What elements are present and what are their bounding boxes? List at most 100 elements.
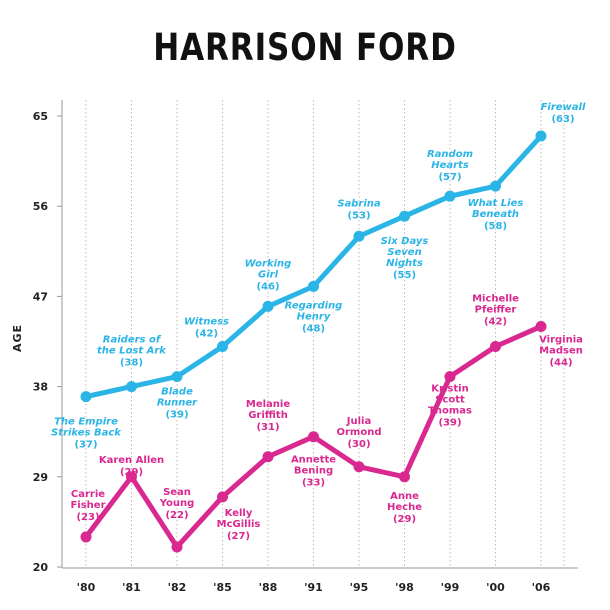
data-point bbox=[353, 461, 365, 473]
data-label: Virginia Madsen (44) bbox=[539, 334, 583, 368]
data-label: Michelle Pfeiffer (42) bbox=[472, 294, 519, 328]
data-label-line: Thomas bbox=[428, 406, 472, 417]
data-point bbox=[353, 230, 365, 242]
data-label-age: (30) bbox=[347, 439, 370, 450]
data-label-line: Kelly bbox=[225, 508, 253, 519]
data-label: Witness (42) bbox=[184, 317, 229, 340]
data-label: Regarding Henry (48) bbox=[285, 300, 343, 334]
data-point bbox=[399, 471, 410, 483]
data-label-line: Working bbox=[245, 258, 292, 269]
data-label-age: (37) bbox=[74, 440, 97, 451]
data-point bbox=[490, 180, 501, 192]
x-tick-label: '85 bbox=[213, 581, 232, 594]
x-tick-label: '88 bbox=[259, 581, 278, 594]
data-label: The Empire Strikes Back (37) bbox=[51, 417, 122, 451]
data-point bbox=[490, 341, 501, 353]
data-point bbox=[262, 451, 274, 463]
data-label: Random Hearts (57) bbox=[427, 149, 473, 183]
x-tick-label: '80 bbox=[77, 581, 96, 594]
data-label-age: (63) bbox=[551, 114, 574, 125]
data-label: Carrie Fisher (23) bbox=[70, 489, 105, 523]
data-label-age: (39) bbox=[438, 418, 461, 429]
data-label-line: Sean bbox=[163, 487, 191, 498]
data-label-line: Griffith bbox=[248, 410, 288, 421]
data-label-age: (46) bbox=[256, 281, 279, 292]
x-tick-label: '91 bbox=[304, 581, 323, 594]
data-label-line: Sabrina bbox=[337, 198, 381, 209]
data-label-line: Girl bbox=[258, 269, 279, 280]
data-label-line: Bening bbox=[294, 466, 333, 477]
data-point bbox=[80, 391, 92, 403]
data-label-line: Karen Allen bbox=[99, 455, 164, 466]
data-label-line: McGillis bbox=[217, 519, 261, 530]
data-label-line: Nights bbox=[386, 258, 423, 269]
y-tick-label: 29 bbox=[33, 471, 48, 484]
series-blue: The Empire Strikes Back (37) Raiders of the … bbox=[51, 102, 586, 451]
data-label-line: Madsen bbox=[539, 345, 583, 356]
y-tick-label: 56 bbox=[33, 200, 49, 213]
y-tick-label: 20 bbox=[33, 561, 49, 574]
data-point bbox=[444, 371, 456, 383]
data-point bbox=[308, 431, 319, 443]
data-label-age: (27) bbox=[227, 531, 250, 542]
data-label-age: (33) bbox=[302, 478, 325, 489]
data-label: Six Days Seven Nights (55) bbox=[381, 236, 429, 281]
y-tick-label: 65 bbox=[33, 110, 48, 123]
data-point bbox=[171, 541, 183, 553]
x-tick-label: '06 bbox=[532, 581, 551, 594]
data-label-line: Julia bbox=[346, 416, 371, 427]
data-point bbox=[444, 190, 456, 202]
data-label: Kristin Scott Thomas (39) bbox=[428, 384, 472, 429]
grid bbox=[61, 100, 578, 569]
data-label-line: Seven bbox=[387, 247, 421, 258]
data-label-line: Runner bbox=[157, 398, 198, 409]
x-tick-label: '98 bbox=[395, 581, 414, 594]
x-tick-label: '00 bbox=[486, 581, 505, 594]
data-label: Blade Runner (39) bbox=[157, 387, 198, 421]
data-label-line: Blade bbox=[161, 387, 193, 398]
data-point bbox=[535, 130, 547, 142]
data-label-line: What Lies bbox=[468, 198, 524, 209]
data-point bbox=[399, 210, 410, 222]
data-label-line: Fisher bbox=[70, 500, 105, 511]
data-label: Annette Bening (33) bbox=[291, 455, 336, 489]
data-label-age: (39) bbox=[165, 410, 188, 421]
data-label-line: Raiders of bbox=[103, 335, 162, 346]
data-label: What Lies Beneath (58) bbox=[468, 198, 524, 232]
data-label: Melanie Griffith (31) bbox=[246, 399, 290, 433]
data-label: Anne Heche (29) bbox=[387, 491, 422, 525]
data-label-age: (42) bbox=[195, 329, 218, 340]
data-point bbox=[217, 341, 228, 353]
y-tick-label: 47 bbox=[33, 290, 48, 303]
data-label-line: Regarding bbox=[285, 300, 343, 311]
x-tick-label: '82 bbox=[168, 581, 187, 594]
y-tick-label: 38 bbox=[33, 381, 48, 394]
data-label-age: (57) bbox=[438, 172, 461, 183]
data-label-age: (44) bbox=[549, 357, 572, 368]
data-point bbox=[308, 280, 319, 292]
data-label-age: (48) bbox=[302, 323, 325, 334]
data-label-line: Scott bbox=[435, 395, 465, 406]
y-axis-label: AGE bbox=[11, 324, 24, 352]
data-label-age: (42) bbox=[484, 317, 507, 328]
data-label-age: (38) bbox=[120, 358, 143, 369]
data-label: Sabrina (53) bbox=[337, 198, 381, 221]
data-label-age: (29) bbox=[120, 467, 143, 478]
data-point bbox=[171, 371, 183, 383]
data-label-line: Michelle bbox=[472, 294, 519, 305]
data-point bbox=[217, 491, 228, 503]
data-point bbox=[126, 381, 137, 393]
x-tick-label: '81 bbox=[122, 581, 141, 594]
series-pink: Carrie Fisher (23)Karen Allen (29)Sean Young… bbox=[70, 294, 583, 553]
data-label-line: Witness bbox=[184, 317, 229, 328]
data-label-line: Hearts bbox=[431, 160, 469, 171]
data-label-line: Henry bbox=[297, 311, 331, 322]
data-label: Firewall (63) bbox=[541, 102, 586, 125]
data-label-age: (22) bbox=[165, 510, 188, 521]
data-label-age: (31) bbox=[256, 422, 279, 433]
data-label-age: (29) bbox=[393, 514, 416, 525]
x-tick-label: '95 bbox=[350, 581, 369, 594]
data-label-line: Annette bbox=[291, 455, 336, 466]
data-label-line: Young bbox=[159, 498, 195, 509]
